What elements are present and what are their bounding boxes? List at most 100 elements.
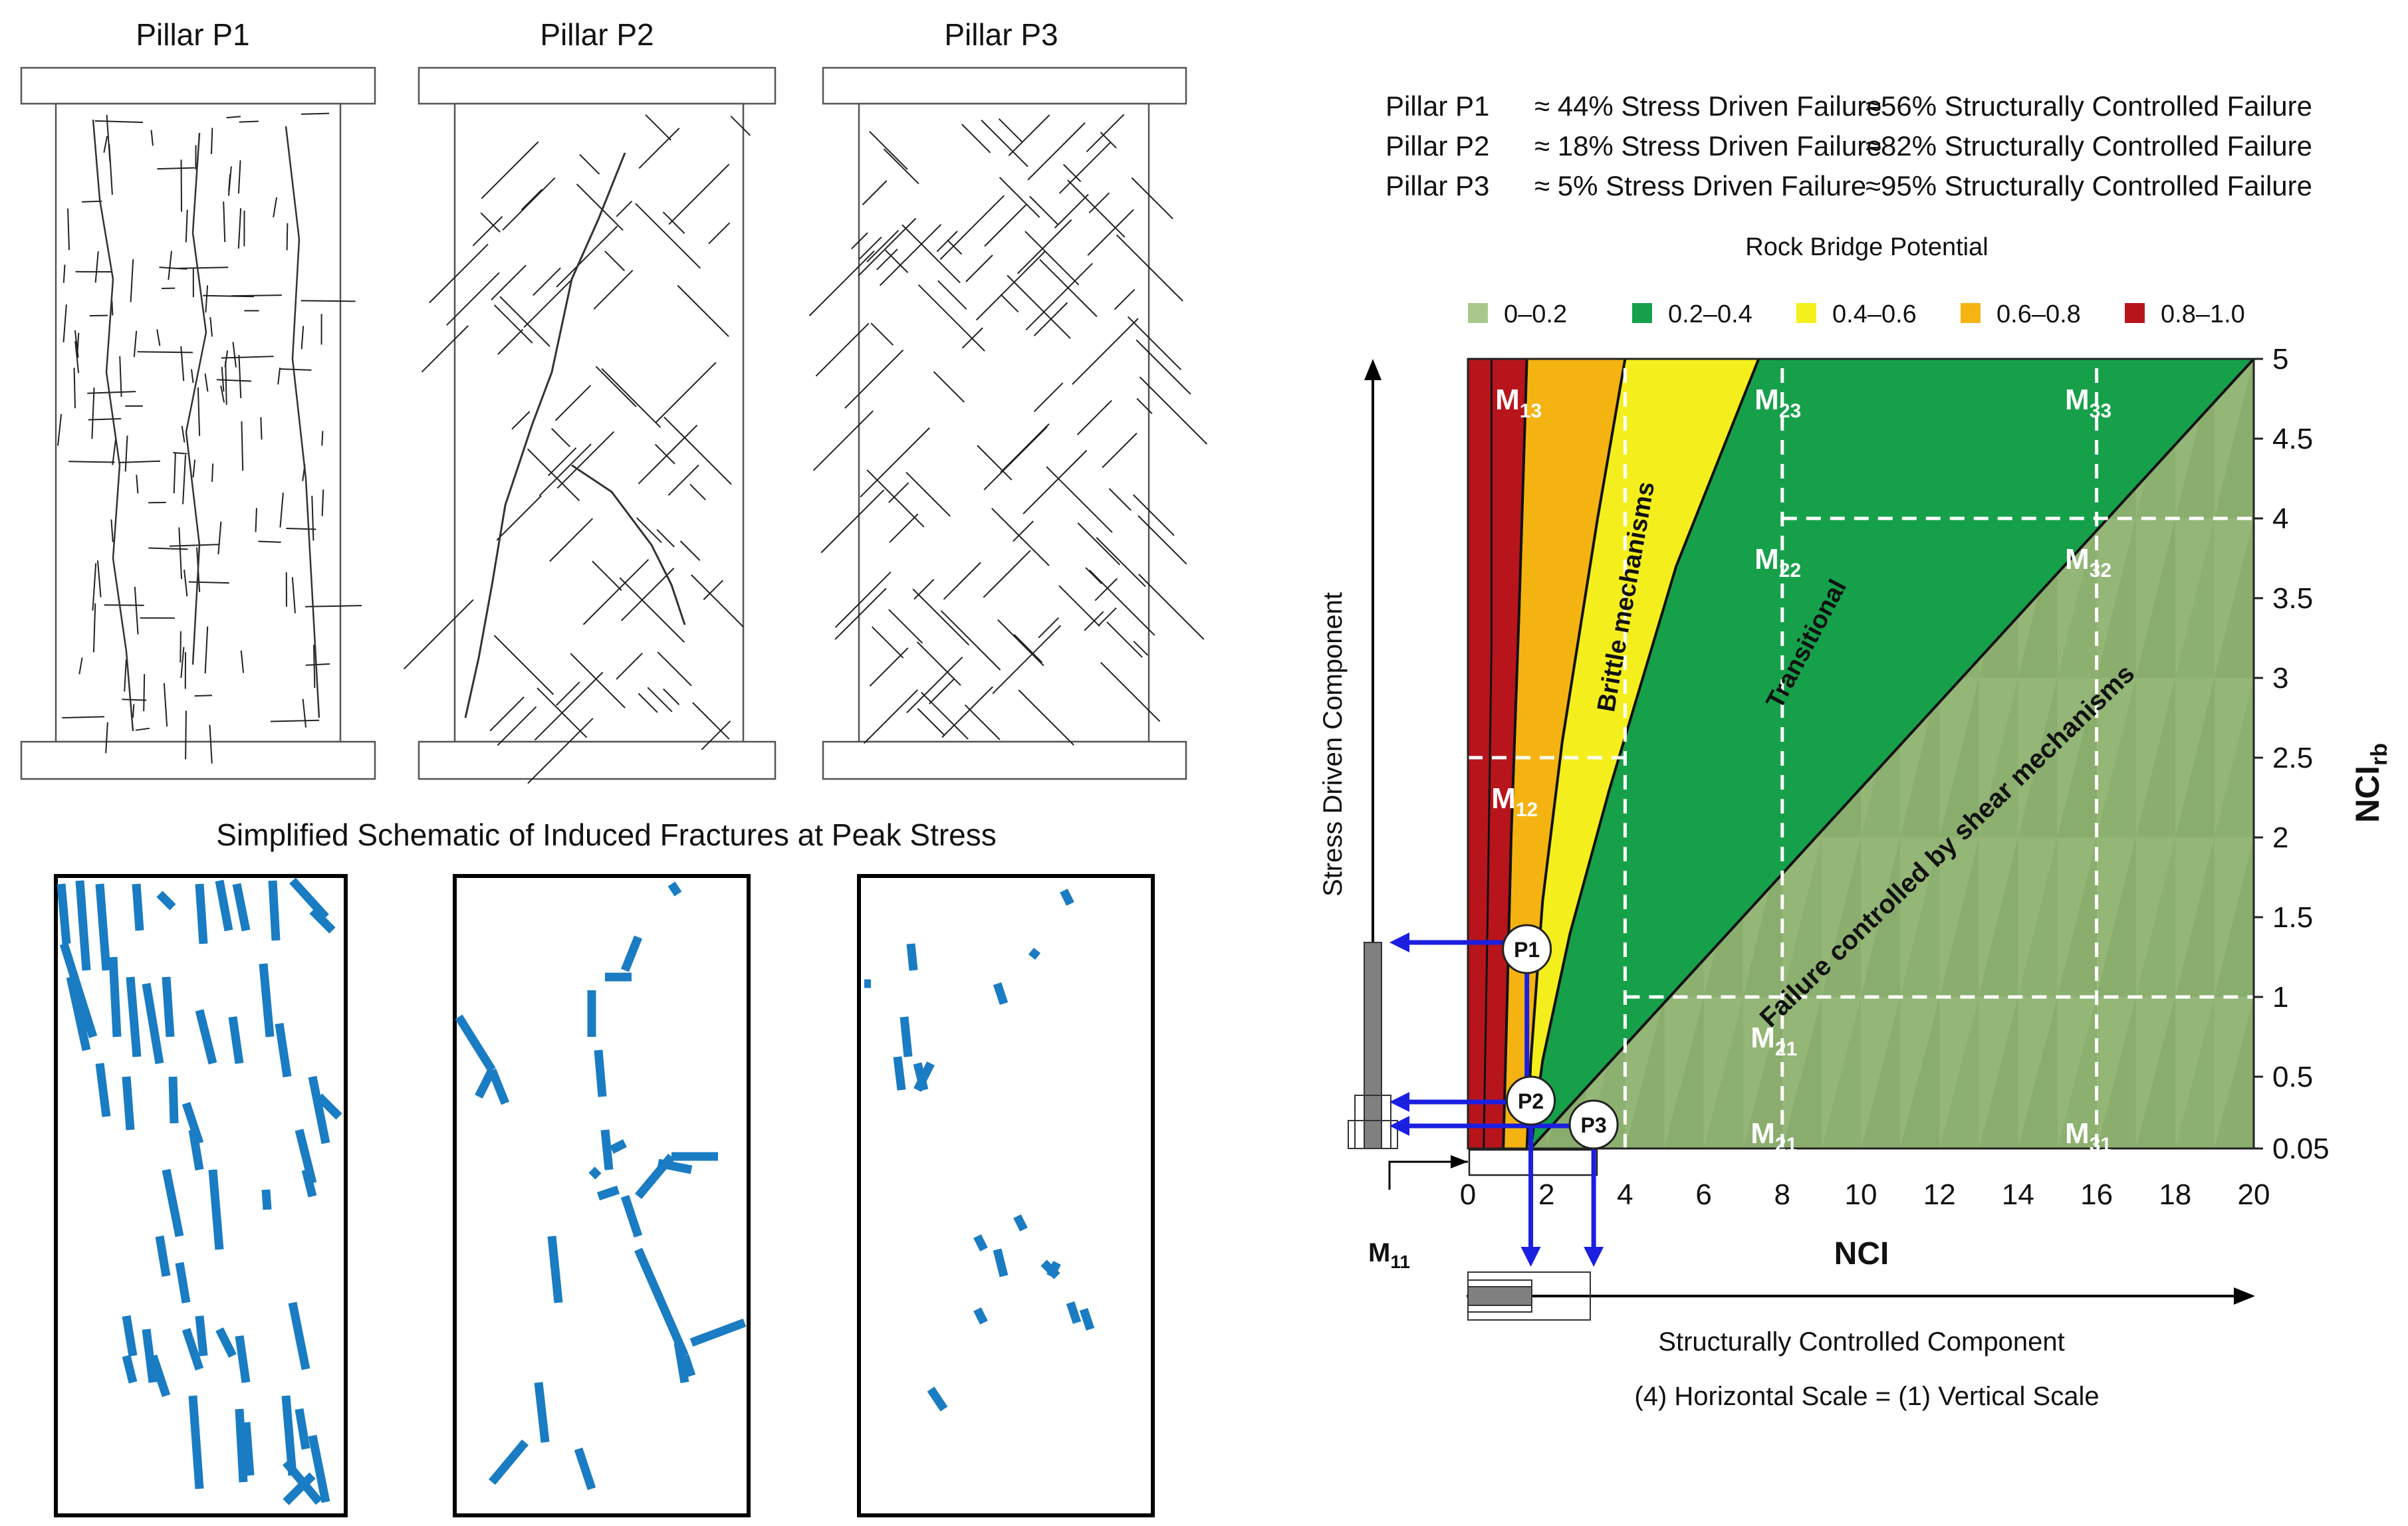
- sketch-crack: [204, 626, 209, 674]
- sketch-crack: [1058, 142, 1112, 194]
- p2-structural-arrow-head: [1520, 1247, 1541, 1267]
- chart-plot-area: [1468, 359, 2254, 1148]
- shade-cell: [2135, 997, 2175, 1148]
- sketch-crack: [194, 695, 212, 697]
- legend-swatch-3: [1961, 303, 1981, 323]
- sketch-crack: [502, 177, 556, 231]
- sketch-crack: [1133, 641, 1149, 656]
- sketch-crack: [169, 544, 219, 547]
- sketch-crack: [869, 131, 908, 170]
- summary-p2-structural: ≈82% Structurally Controlled Failure: [1866, 130, 2312, 162]
- sketch-crack: [576, 183, 624, 231]
- shade-cell: [2214, 678, 2254, 837]
- sketch-crack: [156, 329, 161, 346]
- sketch-crack: [133, 330, 138, 358]
- sketch-crack: [619, 577, 685, 643]
- sketch-crack: [68, 461, 115, 463]
- y-tick-1.5: 1.5: [2272, 901, 2313, 934]
- induced-fracture: [175, 1261, 191, 1304]
- sketch-crack: [1108, 488, 1132, 511]
- x-tick-4: 4: [1617, 1178, 1633, 1211]
- sketch-crack: [241, 421, 244, 471]
- summary-p1-pillar: Pillar P1: [1385, 90, 1489, 122]
- boundary-line-left: [1483, 359, 1493, 1148]
- y-tick-5: 5: [2272, 343, 2288, 376]
- sketch-crack: [662, 211, 685, 234]
- zone-label-m12: M12: [1491, 782, 1538, 821]
- x-tick-18: 18: [2159, 1178, 2191, 1211]
- induced-fracture: [57, 883, 71, 944]
- sketch-crack: [657, 651, 692, 687]
- sketch-crack: [228, 174, 231, 191]
- point-label-p1: P1: [1514, 938, 1540, 962]
- induced-fracture: [215, 879, 233, 932]
- y-tick-3: 3: [2272, 662, 2288, 695]
- sketch-crack: [1033, 382, 1064, 412]
- sketch-crack: [78, 657, 83, 675]
- sketch-crack: [638, 128, 680, 169]
- induced-fracture: [195, 1315, 208, 1357]
- shade-cell: [2096, 518, 2136, 678]
- sketch-crack: [884, 249, 909, 273]
- sketch-crack: [656, 529, 675, 548]
- sketch-crack: [905, 471, 951, 517]
- sketch-crack: [539, 443, 592, 496]
- zone-label-m21: M21: [1750, 1117, 1797, 1156]
- sketch-crack: [929, 679, 955, 705]
- sketch-crack: [87, 391, 136, 394]
- induced-fractures: [57, 877, 1095, 1505]
- sketch-crack: [277, 368, 281, 385]
- sketch-crack: [74, 341, 80, 374]
- induced-fracture: [673, 1341, 689, 1384]
- shade-cell: [2214, 359, 2254, 518]
- induced-fracture: [188, 1129, 204, 1171]
- sketch-crack: [551, 427, 571, 447]
- sketch-crack: [429, 243, 489, 304]
- induced-fracture: [1028, 947, 1041, 960]
- sketch-crack: [1058, 585, 1100, 627]
- shade-cell: [2057, 997, 2097, 1148]
- shade-cell: [1821, 997, 1861, 1148]
- induced-fracture: [132, 883, 144, 931]
- induced-fracture: [208, 1169, 224, 1250]
- sketch-crack: [1136, 339, 1191, 395]
- induced-fracture: [301, 1168, 317, 1198]
- shade-cell: [2214, 518, 2254, 678]
- p1-stress-arrow-head: [1389, 932, 1409, 952]
- x-tick-6: 6: [1695, 1178, 1711, 1211]
- sketch-crack: [844, 349, 904, 409]
- sketch-crack: [663, 416, 732, 485]
- induced-fracture: [455, 1014, 496, 1073]
- sketch-crack: [237, 208, 242, 249]
- shade-cell: [2175, 837, 2215, 997]
- legend-swatch-1: [1632, 303, 1652, 323]
- sketch-crack: [940, 610, 1001, 671]
- x-tick-20: 20: [2238, 1178, 2270, 1211]
- sketch-crack: [301, 300, 356, 302]
- sketch-crack: [582, 559, 650, 625]
- sketch-crack: [998, 118, 1023, 143]
- sketch-crack: [1088, 192, 1110, 214]
- sketch-crack: [67, 208, 70, 251]
- induced-fracture: [259, 963, 275, 1037]
- induced-fracture: [1013, 1214, 1028, 1232]
- structural-bar-p3: [1467, 1271, 1591, 1321]
- sketch-crack: [225, 361, 227, 405]
- sketch-crack: [157, 167, 195, 170]
- schematic-boxes: [54, 874, 1155, 1517]
- sketch-crack: [547, 447, 577, 477]
- sketch-crack: [679, 540, 701, 561]
- summary-p1-stress: ≈ 44% Stress Driven Failure: [1534, 90, 1882, 122]
- sketch-crack: [533, 267, 561, 296]
- sketch-crack: [1077, 522, 1121, 566]
- induced-fracture: [181, 1327, 204, 1371]
- sketch-crack: [999, 177, 1040, 218]
- induced-fracture: [235, 1408, 248, 1483]
- shade-cell: [1664, 997, 1704, 1148]
- sketch-crack: [1024, 231, 1080, 286]
- induced-fracture: [610, 1139, 627, 1154]
- induced-fracture: [1046, 1261, 1061, 1278]
- shade-cell: [2057, 518, 2097, 678]
- summary-p2-pillar: Pillar P2: [1385, 130, 1489, 162]
- sketch-crack: [197, 387, 201, 436]
